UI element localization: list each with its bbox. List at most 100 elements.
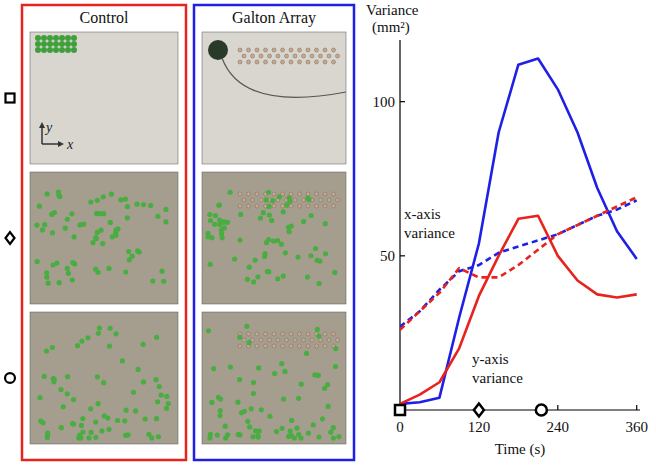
peg: [255, 60, 259, 64]
peg: [336, 198, 340, 202]
bead: [40, 227, 45, 232]
bead: [70, 260, 75, 265]
peg: [310, 338, 314, 342]
bead: [313, 246, 318, 251]
bead: [237, 377, 242, 382]
peg: [272, 204, 276, 208]
bead: [262, 254, 267, 259]
bead: [164, 406, 169, 411]
photo-board: [30, 312, 178, 444]
bead: [235, 400, 240, 405]
bead: [35, 259, 40, 264]
bead: [53, 47, 59, 53]
bead: [107, 343, 112, 348]
row-marker: [5, 373, 15, 383]
bead: [247, 424, 252, 429]
arrow: [42, 143, 60, 145]
bead: [161, 279, 166, 284]
peg: [336, 338, 340, 342]
figure: ControlyxGalton Array501000120240360Time…: [0, 0, 656, 466]
bead: [211, 366, 216, 371]
peg: [268, 54, 272, 58]
panel-frame: [194, 5, 354, 460]
bead: [208, 218, 213, 223]
bead: [227, 190, 232, 195]
photo-board: [30, 32, 178, 164]
bead: [113, 331, 118, 336]
peg: [298, 344, 302, 348]
bead: [95, 198, 100, 203]
bead: [100, 241, 105, 246]
bead: [135, 248, 140, 253]
bead: [135, 367, 140, 372]
photo: [202, 32, 346, 164]
bead: [279, 242, 284, 247]
bead: [123, 408, 128, 413]
bead: [93, 435, 98, 440]
bead: [163, 219, 168, 224]
bead: [289, 418, 294, 423]
bead: [108, 220, 113, 225]
bead: [113, 233, 118, 238]
peg: [315, 344, 319, 348]
peg: [302, 54, 306, 58]
bead: [65, 47, 71, 53]
panel-title: Galton Array: [232, 9, 316, 27]
bead: [159, 269, 164, 274]
bead: [259, 407, 264, 412]
peg: [306, 192, 310, 196]
bead: [38, 418, 43, 423]
peg: [319, 198, 323, 202]
peg: [306, 332, 310, 336]
bead: [51, 379, 56, 384]
bead: [134, 202, 139, 207]
bead: [65, 391, 70, 396]
bead: [294, 426, 299, 431]
bead: [223, 424, 228, 429]
peg: [323, 60, 327, 64]
bead: [311, 422, 316, 427]
peg: [272, 48, 276, 52]
bead: [77, 433, 82, 438]
bead: [101, 380, 106, 385]
bead: [77, 222, 82, 227]
peg: [306, 60, 310, 64]
peg: [238, 204, 242, 208]
bead: [328, 430, 333, 435]
bead: [95, 270, 100, 275]
bead: [280, 426, 285, 431]
bead: [61, 404, 66, 409]
bead: [323, 221, 328, 226]
bead: [163, 207, 168, 212]
bead: [305, 274, 310, 279]
x-tick-label: 360: [625, 419, 648, 435]
bead: [250, 434, 255, 439]
bead: [333, 346, 338, 351]
bead: [79, 338, 84, 343]
peg: [293, 338, 297, 342]
bead: [65, 266, 70, 271]
bead: [85, 335, 90, 340]
bead: [213, 213, 218, 218]
peg: [238, 344, 242, 348]
photo: [30, 312, 178, 444]
series-group: [400, 59, 637, 404]
bead: [86, 435, 91, 440]
bead: [220, 220, 225, 225]
bead: [282, 369, 287, 374]
bead: [258, 216, 263, 221]
bead: [126, 249, 131, 254]
peg: [298, 332, 302, 336]
bead: [309, 213, 314, 218]
bead: [216, 203, 221, 208]
bead: [209, 400, 214, 405]
bead: [47, 41, 53, 47]
bead: [251, 279, 256, 284]
bead: [206, 328, 211, 333]
bead: [95, 374, 100, 379]
bead: [133, 408, 138, 413]
peg: [251, 54, 255, 58]
bead: [93, 235, 98, 240]
peg: [293, 198, 297, 202]
peg: [285, 338, 289, 342]
